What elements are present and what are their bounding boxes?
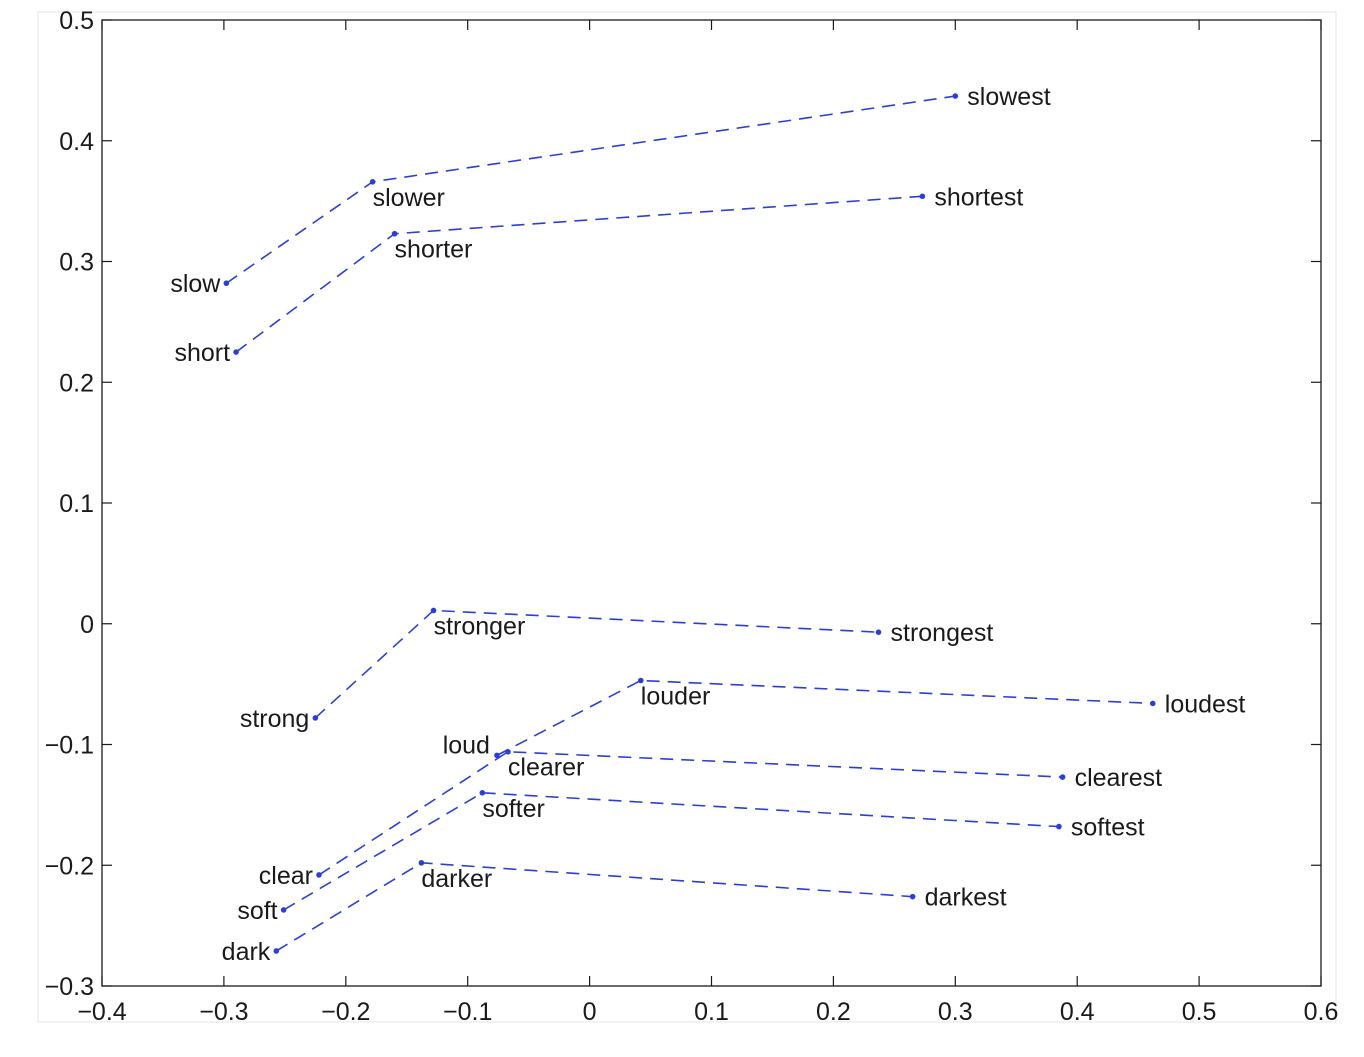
data-point bbox=[1059, 774, 1066, 780]
data-point bbox=[479, 790, 486, 796]
data-point bbox=[369, 179, 376, 185]
point-label: softer bbox=[482, 795, 545, 823]
point-label: slower bbox=[373, 184, 445, 212]
x-tick-label: 0.6 bbox=[1304, 998, 1339, 1026]
x-tick-label: 0.4 bbox=[1060, 998, 1095, 1026]
x-tick-label: 0.5 bbox=[1182, 998, 1217, 1026]
y-tick-label: 0.1 bbox=[59, 490, 94, 518]
point-label: loudest bbox=[1165, 690, 1246, 718]
data-point bbox=[418, 860, 425, 866]
axes-layer: −0.4 −0.3 −0.2 −0.1 0 0.1 0.2 0.3 0.4 0.5 0.60.50.… bbox=[37, 7, 1339, 1026]
point-label: clearer bbox=[508, 754, 584, 782]
data-point bbox=[637, 677, 644, 684]
data-point bbox=[316, 872, 322, 878]
data-points-layer bbox=[223, 93, 1156, 954]
point-label: clear bbox=[259, 862, 313, 890]
x-tick-label: 0.1 bbox=[694, 998, 729, 1026]
point-label: short bbox=[174, 339, 230, 367]
data-point bbox=[280, 907, 287, 913]
series-line bbox=[318, 750, 1063, 876]
x-tick-label: −0.3 bbox=[199, 998, 248, 1026]
data-point bbox=[312, 715, 319, 721]
point-label: stronger bbox=[434, 612, 526, 640]
x-tick-label: 0 bbox=[583, 998, 597, 1026]
y-tick-label: 0 bbox=[80, 611, 94, 639]
y-tick-label: −0.2 bbox=[45, 852, 94, 880]
point-label: slow bbox=[170, 270, 221, 298]
data-point bbox=[505, 748, 511, 755]
series-line bbox=[496, 679, 1153, 757]
point-label: slowest bbox=[967, 83, 1050, 111]
point-label: darkest bbox=[925, 884, 1007, 912]
x-tick-label: −0.1 bbox=[443, 998, 492, 1026]
point-label: strongest bbox=[891, 619, 994, 647]
y-tick-label: 0.3 bbox=[59, 249, 94, 277]
data-point bbox=[273, 948, 280, 954]
point-labels-layer: slow slower slowest short shorter shortest str… bbox=[170, 83, 1245, 966]
point-label: clearest bbox=[1075, 764, 1163, 792]
series-line bbox=[283, 791, 1059, 911]
x-tick-label: −0.4 bbox=[77, 998, 126, 1026]
point-label: strong bbox=[240, 705, 309, 733]
data-point bbox=[952, 93, 959, 99]
y-tick-label: 0.4 bbox=[59, 128, 94, 156]
figure-border bbox=[37, 11, 1337, 1023]
y-tick-label: 0.5 bbox=[59, 7, 94, 35]
data-point bbox=[391, 230, 398, 237]
point-label: softest bbox=[1071, 814, 1145, 842]
x-tick-label: −0.2 bbox=[321, 998, 370, 1026]
data-point bbox=[223, 280, 230, 287]
point-label: louder bbox=[641, 683, 711, 711]
point-label: loud bbox=[443, 731, 490, 759]
data-point bbox=[430, 607, 437, 614]
data-point bbox=[1056, 823, 1062, 830]
data-point bbox=[909, 893, 916, 900]
data-point bbox=[1149, 700, 1156, 707]
data-point bbox=[875, 629, 882, 636]
point-label: darker bbox=[421, 865, 492, 893]
x-tick-label: 0.3 bbox=[938, 998, 973, 1026]
point-label: dark bbox=[222, 938, 271, 966]
y-tick-label: −0.1 bbox=[45, 732, 94, 760]
y-tick-label: 0.2 bbox=[59, 369, 94, 397]
point-label: shorter bbox=[395, 236, 473, 264]
x-tick-label: 0.2 bbox=[816, 998, 851, 1026]
point-label: shortest bbox=[934, 183, 1023, 211]
point-label: soft bbox=[237, 897, 277, 925]
data-point bbox=[494, 752, 500, 759]
data-point bbox=[919, 193, 926, 200]
y-tick-label: −0.3 bbox=[45, 973, 94, 1001]
data-point bbox=[233, 349, 239, 355]
